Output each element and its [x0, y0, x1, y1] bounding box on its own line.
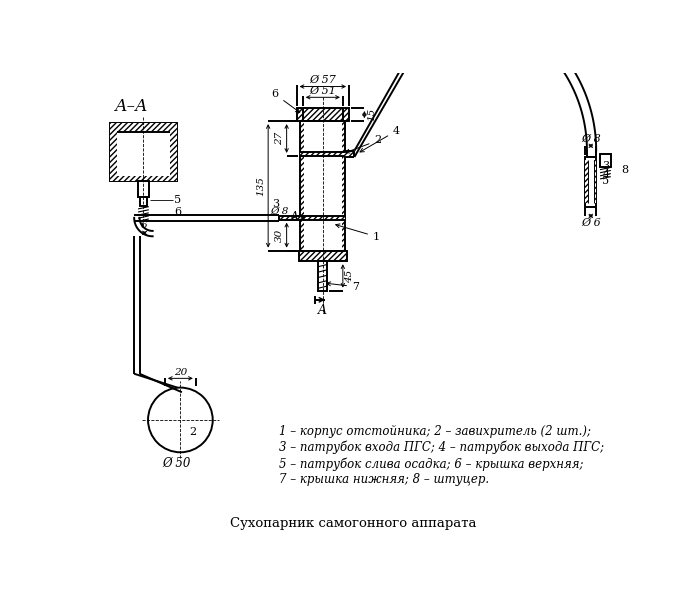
Text: 8: 8	[622, 165, 629, 176]
Bar	[585, 157, 596, 207]
Bar	[301, 152, 345, 156]
Text: 4: 4	[360, 126, 400, 152]
Text: 20: 20	[174, 368, 187, 377]
Text: 6: 6	[141, 222, 148, 230]
Bar	[110, 124, 177, 181]
Bar	[297, 108, 349, 121]
Bar	[594, 160, 596, 203]
Text: 3: 3	[273, 199, 279, 209]
Text: 2: 2	[189, 427, 196, 437]
Bar	[170, 124, 177, 181]
Text: 1: 1	[336, 224, 380, 242]
Text: Ø 8: Ø 8	[581, 134, 601, 144]
Text: 6: 6	[272, 89, 299, 113]
Bar	[110, 124, 177, 132]
Bar	[585, 160, 588, 203]
Bar	[139, 196, 147, 206]
Text: A: A	[290, 211, 299, 223]
Text: А–А: А–А	[115, 98, 148, 115]
Text: Сухопарник самогонного аппарата: Сухопарник самогонного аппарата	[230, 517, 477, 531]
Bar	[299, 250, 346, 261]
Text: 4: 4	[602, 168, 609, 179]
Text: 1 – корпус отстойника; 2 – завихритель (2 шт.);: 1 – корпус отстойника; 2 – завихритель (…	[279, 425, 591, 438]
Text: A: A	[318, 304, 327, 317]
Text: 5 – патрубок слива осадка; 6 – крышка верхняя;: 5 – патрубок слива осадка; 6 – крышка ве…	[279, 457, 584, 471]
Bar	[297, 108, 349, 121]
Text: 6: 6	[174, 207, 181, 217]
Text: 5: 5	[174, 195, 181, 206]
Bar	[110, 176, 177, 181]
Text: 7 – крышка нижняя; 8 – штуцер.: 7 – крышка нижняя; 8 – штуцер.	[279, 474, 489, 487]
Bar	[342, 121, 345, 250]
Text: 7: 7	[326, 282, 359, 292]
Text: 135: 135	[257, 176, 266, 196]
Bar	[299, 250, 346, 261]
Bar	[600, 154, 611, 166]
Text: Ø 6: Ø 6	[581, 218, 601, 228]
Text: 3 – патрубок входа ПГС; 4 – патрубок выхода ПГС;: 3 – патрубок входа ПГС; 4 – патрубок вых…	[279, 441, 604, 454]
Text: 5: 5	[602, 176, 609, 186]
Text: 3: 3	[602, 161, 609, 171]
Bar	[301, 216, 345, 220]
Text: 2: 2	[346, 135, 382, 153]
Text: 15: 15	[367, 108, 376, 121]
Text: Ø 51: Ø 51	[309, 86, 336, 96]
Text: 30: 30	[275, 228, 284, 242]
Bar	[301, 121, 304, 250]
Bar	[110, 124, 117, 181]
Bar	[301, 121, 345, 250]
Text: Ø 50: Ø 50	[162, 457, 190, 469]
Bar	[318, 261, 328, 291]
Text: 27: 27	[275, 132, 284, 145]
Bar	[345, 151, 355, 157]
Text: Ø 8: Ø 8	[270, 207, 288, 216]
Bar	[138, 181, 149, 196]
Text: Ø 57: Ø 57	[309, 75, 336, 84]
Text: 45: 45	[345, 269, 354, 283]
Bar	[279, 215, 301, 220]
